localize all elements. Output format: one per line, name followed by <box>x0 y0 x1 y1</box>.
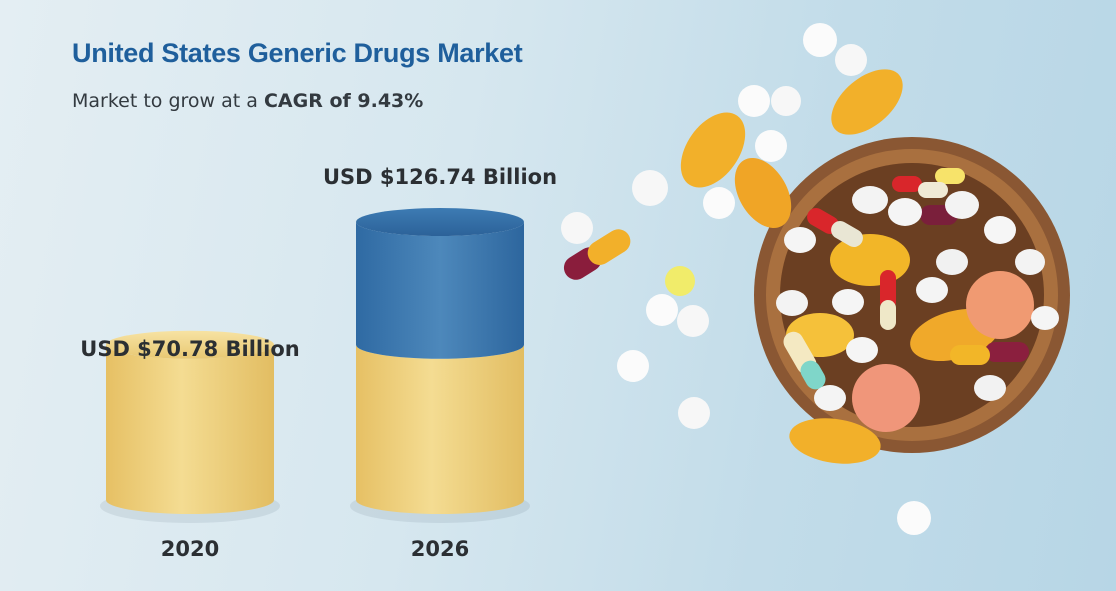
subtitle-prefix: Market to grow at a <box>72 90 264 112</box>
category-label-2020: 2020 <box>161 537 219 561</box>
page-subtitle: Market to grow at a CAGR of 9.43% <box>72 90 423 112</box>
bar-2020 <box>106 344 274 514</box>
page-title: United States Generic Drugs Market <box>72 38 523 68</box>
category-label-2026: 2026 <box>411 537 469 561</box>
bars-group <box>100 208 530 523</box>
value-label-2026: USD $126.74 Billion <box>323 165 557 189</box>
pills-bowl-icon <box>754 137 1070 453</box>
bar-growth-segment-2026 <box>356 222 524 359</box>
subtitle-emphasis: CAGR of 9.43% <box>263 90 424 112</box>
value-label-2020: USD $70.78 Billion <box>80 337 299 361</box>
pills-illustration <box>561 23 1070 535</box>
bar-top-2020 <box>106 330 274 359</box>
bar-top-2026 <box>356 208 524 236</box>
bar-base-segment-2026 <box>356 344 524 514</box>
